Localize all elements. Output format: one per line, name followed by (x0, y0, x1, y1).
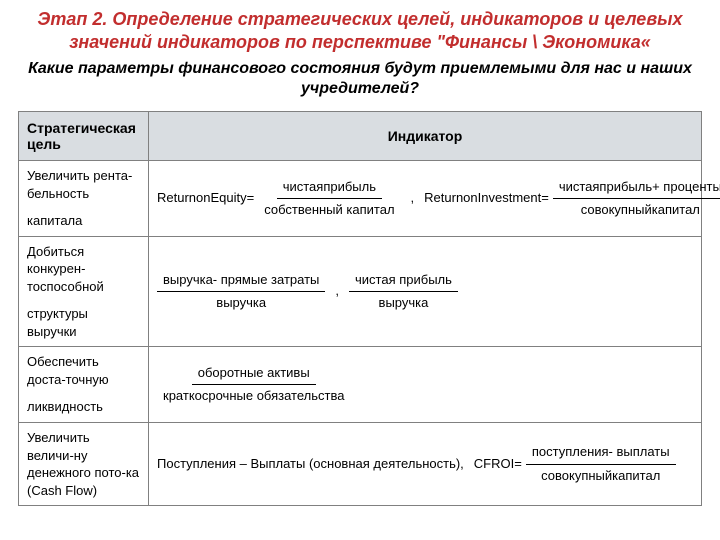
goal-cell: Обеспечить доста-точную ликвидность (19, 347, 149, 423)
denominator: краткосрочные обязательства (157, 385, 350, 405)
goal-cell: Добиться конкурен-тоспособной структуры … (19, 236, 149, 347)
numerator: поступления- выплаты (526, 443, 676, 464)
goal-text: Обеспечить доста-точную (27, 353, 140, 388)
formula-label: ReturnonEquity= (157, 190, 254, 207)
goal-text: структуры выручки (27, 305, 140, 340)
indicator-cell: ReturnonEquity= чистаяприбыль собственны… (149, 161, 702, 237)
page-subtitle: Какие параметры финансового состояния бу… (18, 59, 702, 99)
header-indicator: Индикатор (149, 112, 702, 161)
formula-label: CFROI= (474, 456, 522, 473)
indicator-cell: выручка- прямые затраты выручка , чистая… (149, 236, 702, 347)
fraction: чистаяприбыль собственный капитал (258, 178, 400, 219)
numerator: выручка- прямые затраты (157, 271, 325, 292)
numerator: чистаяприбыль (277, 178, 382, 199)
goal-cell: Увеличить рента-бельность капитала (19, 161, 149, 237)
fraction: чистая прибыль выручка (349, 271, 458, 312)
denominator: выручка (373, 292, 435, 312)
separator: , (329, 283, 345, 300)
fraction: чистаяприбыль+ проценты совокупныйкапита… (553, 178, 720, 219)
goal-cell: Увеличить величи-ну денежного пото-ка (C… (19, 423, 149, 506)
header-goal: Стратегическая цель (19, 112, 149, 161)
indicator-cell: оборотные активы краткосрочные обязатель… (149, 347, 702, 423)
goal-text: Увеличить величи-ну денежного пото-ка (C… (27, 429, 140, 499)
goal-text: Увеличить рента-бельность (27, 167, 140, 202)
fraction: поступления- выплаты совокупныйкапитал (526, 443, 676, 484)
indicators-table: Стратегическая цель Индикатор Увеличить … (18, 111, 702, 506)
separator: , (405, 190, 421, 207)
goal-text: Добиться конкурен-тоспособной (27, 243, 140, 296)
indicator-cell: Поступления – Выплаты (основная деятельн… (149, 423, 702, 506)
denominator: собственный капитал (258, 199, 400, 219)
formula-plain: Поступления – Выплаты (основная деятельн… (157, 456, 464, 473)
page-title: Этап 2. Определение стратегических целей… (18, 8, 702, 53)
table-row: Увеличить рента-бельность капитала Retur… (19, 161, 702, 237)
fraction: выручка- прямые затраты выручка (157, 271, 325, 312)
goal-text: ликвидность (27, 398, 140, 416)
fraction: оборотные активы краткосрочные обязатель… (157, 364, 350, 405)
table-row: Увеличить величи-ну денежного пото-ка (C… (19, 423, 702, 506)
numerator: оборотные активы (192, 364, 316, 385)
denominator: выручка (210, 292, 272, 312)
table-row: Добиться конкурен-тоспособной структуры … (19, 236, 702, 347)
denominator: совокупныйкапитал (535, 465, 666, 485)
goal-text: капитала (27, 212, 140, 230)
numerator: чистая прибыль (349, 271, 458, 292)
table-row: Обеспечить доста-точную ликвидность обор… (19, 347, 702, 423)
denominator: совокупныйкапитал (575, 199, 706, 219)
formula-label: ReturnonInvestment= (424, 190, 549, 207)
numerator: чистаяприбыль+ проценты (553, 178, 720, 199)
